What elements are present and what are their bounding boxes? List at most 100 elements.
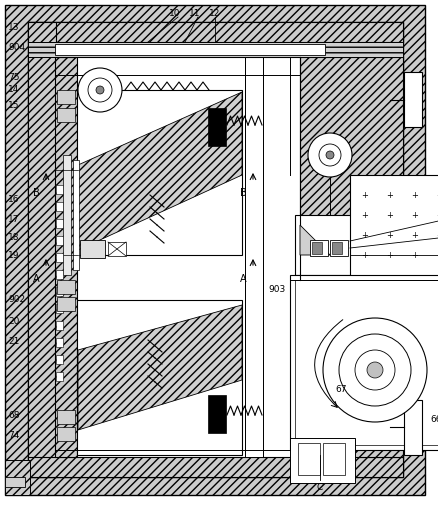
Text: 11: 11	[189, 10, 201, 19]
Circle shape	[78, 68, 122, 112]
Text: +: +	[387, 211, 393, 220]
Bar	[73, 160, 79, 270]
Circle shape	[88, 78, 112, 102]
Bar	[56, 236, 63, 245]
Text: 18: 18	[8, 233, 20, 242]
Text: +: +	[437, 190, 438, 199]
Bar	[290, 275, 438, 450]
Text: 903: 903	[268, 285, 285, 294]
Text: +: +	[437, 250, 438, 260]
Text: +: +	[437, 211, 438, 220]
Circle shape	[323, 318, 427, 422]
Text: 13: 13	[8, 24, 20, 32]
Text: 19: 19	[8, 250, 20, 260]
Bar	[57, 410, 75, 424]
Circle shape	[96, 86, 104, 94]
Bar	[56, 338, 63, 347]
Polygon shape	[300, 225, 330, 255]
Bar	[28, 42, 403, 57]
Bar	[57, 90, 75, 104]
Circle shape	[308, 133, 352, 177]
Bar	[5, 460, 30, 495]
Bar	[295, 215, 365, 275]
Text: 21: 21	[8, 337, 19, 346]
Bar	[28, 22, 403, 42]
Text: +: +	[387, 230, 393, 239]
Text: 904: 904	[8, 43, 25, 53]
Text: 10: 10	[169, 10, 181, 19]
Bar	[5, 477, 25, 487]
Text: C: C	[317, 482, 323, 491]
Bar	[404, 400, 422, 455]
Text: 16: 16	[8, 195, 20, 205]
Text: +: +	[437, 230, 438, 239]
Bar	[350, 175, 438, 280]
Text: A: A	[240, 274, 246, 284]
Bar	[56, 219, 63, 228]
Bar	[77, 90, 242, 255]
Bar	[63, 155, 71, 275]
Bar	[404, 72, 422, 127]
Bar	[55, 44, 325, 55]
Text: +: +	[387, 250, 393, 260]
Bar	[300, 57, 403, 457]
Text: +: +	[412, 211, 418, 220]
Text: 14: 14	[8, 85, 19, 94]
Text: +: +	[361, 211, 368, 220]
Text: +: +	[412, 230, 418, 239]
Bar	[57, 280, 75, 294]
Circle shape	[326, 151, 334, 159]
Circle shape	[339, 334, 411, 406]
Text: 67: 67	[335, 385, 346, 394]
Text: +: +	[361, 230, 368, 239]
Bar	[245, 57, 263, 457]
Bar	[28, 22, 403, 477]
Bar	[56, 355, 63, 364]
Bar	[57, 108, 75, 122]
Circle shape	[355, 350, 395, 390]
Circle shape	[367, 362, 383, 378]
Bar	[332, 242, 342, 254]
Bar	[56, 253, 63, 262]
Text: 20: 20	[8, 318, 19, 327]
Bar	[28, 457, 403, 477]
Text: +: +	[387, 190, 393, 199]
Bar	[298, 443, 320, 475]
Circle shape	[319, 144, 341, 166]
Bar	[56, 287, 63, 296]
Bar	[312, 242, 322, 254]
Bar	[208, 108, 226, 146]
Bar	[77, 300, 242, 455]
Text: +: +	[412, 190, 418, 199]
Bar	[57, 427, 75, 441]
Bar	[108, 242, 126, 256]
Bar	[56, 372, 63, 381]
Bar	[56, 202, 63, 211]
Bar	[56, 185, 63, 194]
Bar	[208, 395, 226, 433]
Text: +: +	[361, 190, 368, 199]
Bar	[56, 304, 63, 313]
Text: +: +	[361, 250, 368, 260]
Bar	[310, 240, 328, 256]
Text: 75: 75	[8, 73, 20, 81]
Bar	[330, 240, 348, 256]
Text: +: +	[412, 250, 418, 260]
Text: B: B	[240, 188, 246, 198]
Text: 68: 68	[8, 411, 20, 420]
Polygon shape	[78, 92, 242, 250]
Bar	[55, 57, 77, 457]
Text: A: A	[33, 274, 39, 284]
Bar	[290, 438, 355, 483]
Bar	[57, 297, 75, 311]
Polygon shape	[78, 305, 242, 430]
Text: 12: 12	[209, 10, 221, 19]
Bar	[295, 280, 438, 445]
Bar	[323, 443, 345, 475]
Text: 15: 15	[8, 100, 20, 110]
Text: B: B	[32, 188, 39, 198]
Bar	[28, 22, 56, 477]
Text: 74: 74	[8, 430, 19, 439]
Text: 17: 17	[8, 216, 20, 225]
Bar	[56, 270, 63, 279]
